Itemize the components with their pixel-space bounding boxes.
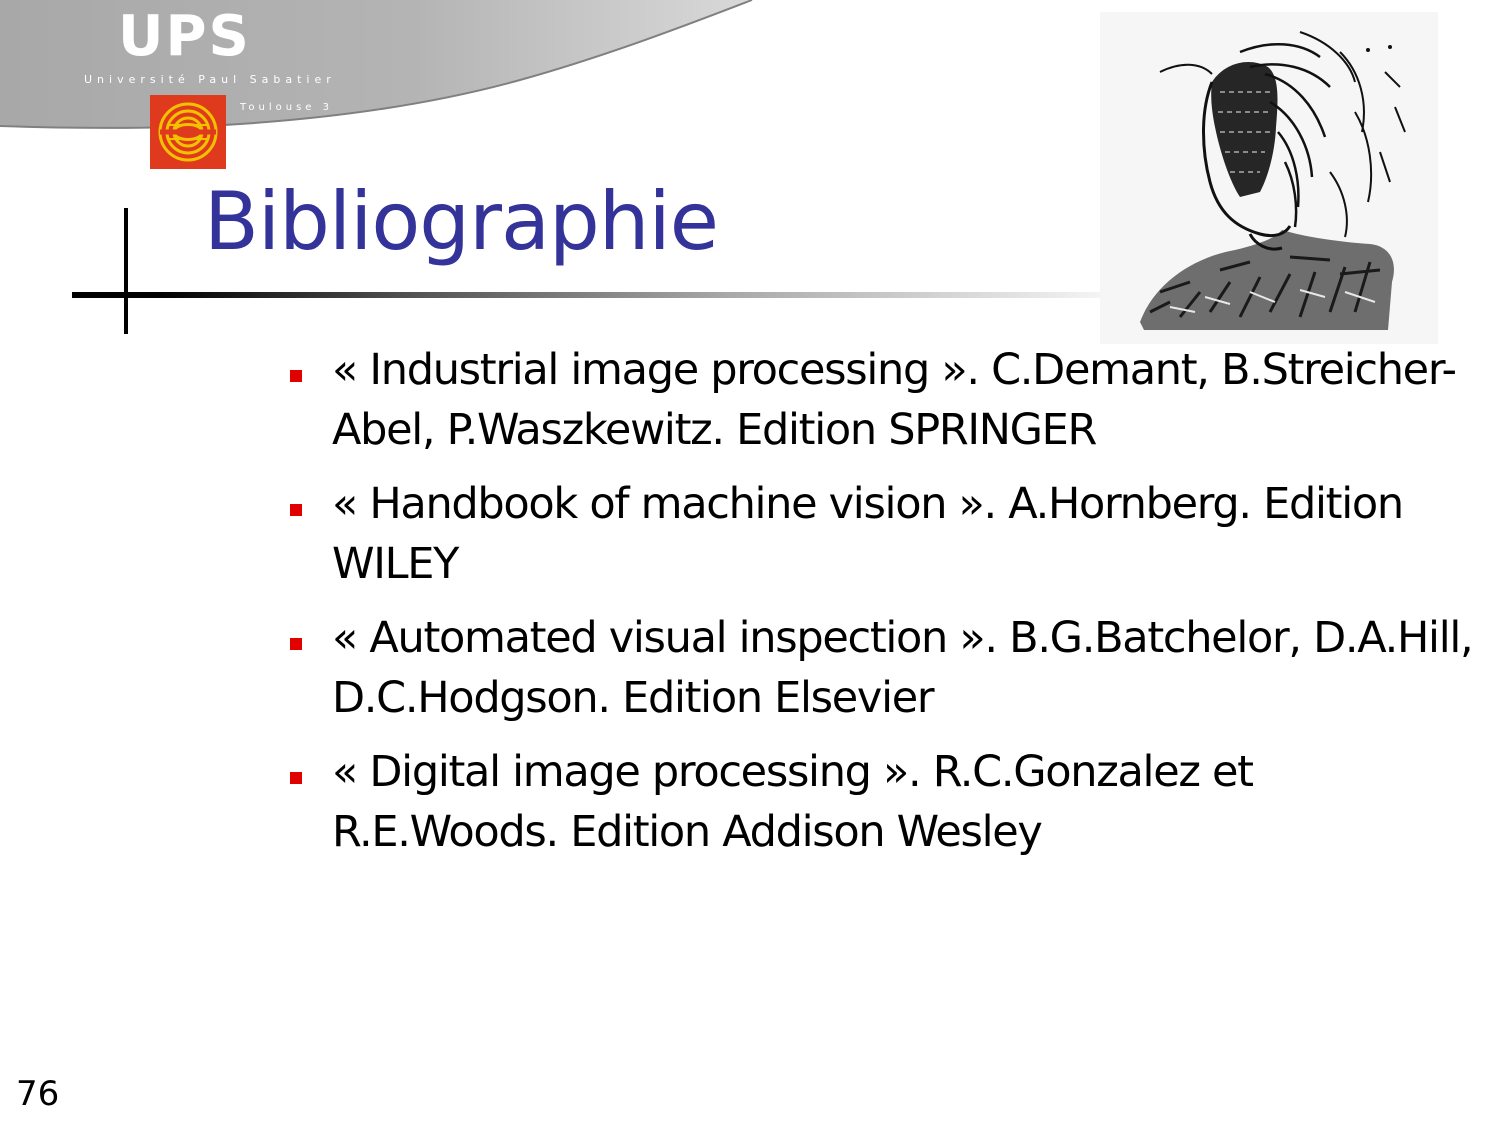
bibliography-item-text: « Automated visual inspection ». B.G.Bat… [332,613,1474,723]
title-underline [72,292,1152,298]
bibliography-item: « Digital image processing ». R.C.Gonzal… [286,742,1486,862]
bibliography-item: « Industrial image processing ». C.Deman… [286,340,1486,460]
bibliography-item: « Automated visual inspection ». B.G.Bat… [286,608,1486,728]
bullet-icon [290,772,302,784]
page-number: 76 [16,1074,60,1114]
bullet-icon [290,370,302,382]
bullet-icon [290,504,302,516]
bibliography-item-text: « Handbook of machine vision ». A.Hornbe… [332,479,1404,589]
bibliography-list: « Industrial image processing ». C.Deman… [286,340,1486,876]
logo-university-name: Université Paul Sabatier [84,73,336,86]
logo-wordmark: UPS [118,4,251,69]
university-emblem-icon [150,95,226,169]
bullet-icon [290,638,302,650]
title-cross-vertical-line [124,208,128,334]
bibliography-item: « Handbook of machine vision ». A.Hornbe… [286,474,1486,594]
bibliography-item-text: « Digital image processing ». R.C.Gonzal… [332,747,1254,857]
logo-city: Toulouse 3 [240,102,334,113]
header-swoosh [0,0,753,129]
bibliography-item-text: « Industrial image processing ». C.Deman… [332,345,1457,455]
sketch-portrait-image [1100,12,1438,344]
slide-title: Bibliographie [204,175,719,268]
